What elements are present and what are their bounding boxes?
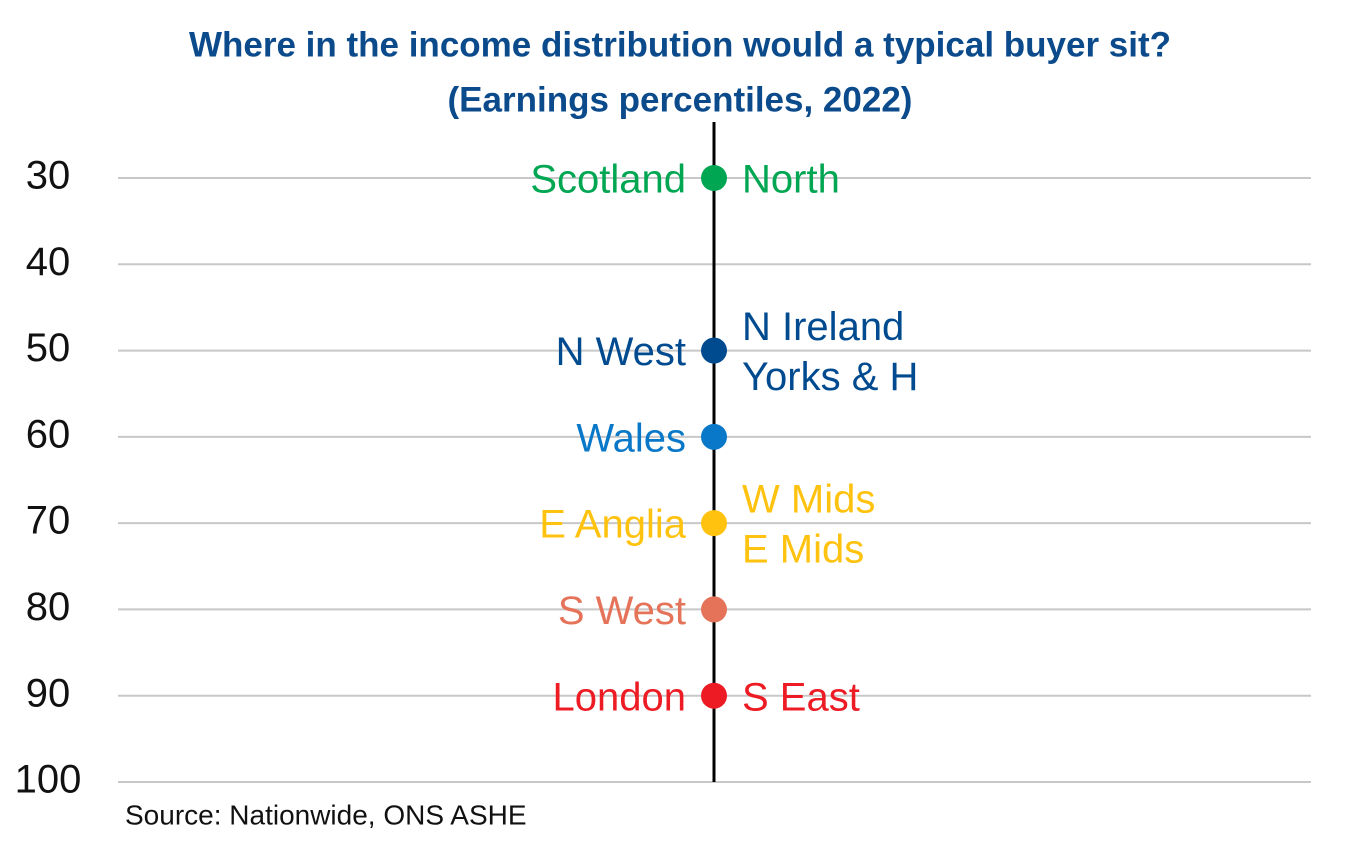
- chart-subtitle: (Earnings percentiles, 2022): [448, 80, 913, 119]
- region-label: Yorks & H: [742, 355, 918, 399]
- region-label: North: [742, 158, 840, 202]
- dot: [701, 165, 727, 191]
- dot: [701, 510, 727, 537]
- source-note: Source: Nationwide, ONS ASHE: [125, 799, 527, 830]
- region-label: W Mids: [742, 478, 875, 522]
- region-label: S East: [742, 675, 860, 719]
- region-label: N Ireland: [742, 305, 904, 349]
- region-label: Scotland: [530, 158, 686, 202]
- y-tick-label: 50: [26, 326, 71, 370]
- region-label: N West: [556, 330, 686, 374]
- y-tick-label: 90: [26, 671, 71, 715]
- dot: [701, 596, 727, 623]
- dot: [701, 337, 727, 364]
- region-label: E Mids: [742, 528, 864, 572]
- chart-title: Where in the income distribution would a…: [189, 25, 1171, 64]
- y-tick-label: 70: [26, 499, 71, 543]
- y-tick-label: 40: [26, 240, 71, 284]
- region-label: Wales: [576, 416, 686, 460]
- region-label: S West: [558, 589, 686, 633]
- dot: [701, 423, 727, 450]
- region-label: London: [553, 675, 686, 719]
- y-tick-label: 100: [15, 758, 82, 802]
- region-label: E Anglia: [539, 503, 687, 547]
- y-tick-label: 80: [26, 585, 71, 629]
- y-tick-label: 30: [26, 154, 71, 198]
- dot: [701, 682, 727, 709]
- y-tick-label: 60: [26, 412, 71, 456]
